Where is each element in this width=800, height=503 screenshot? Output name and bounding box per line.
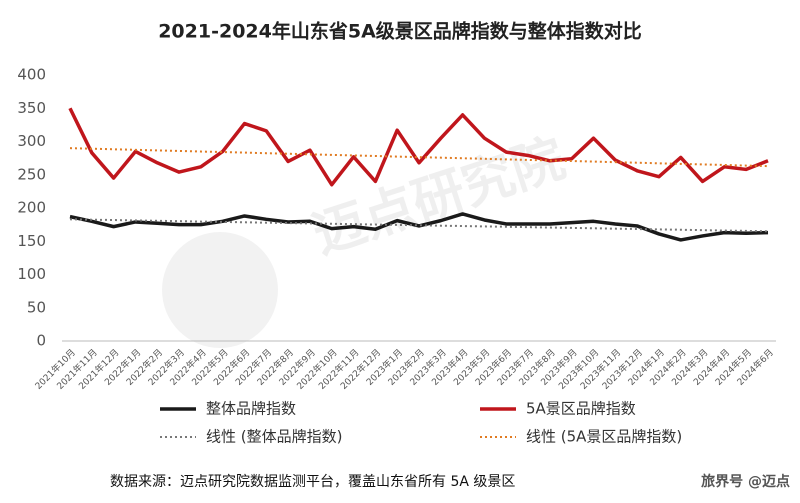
trend-line: [69, 147, 769, 168]
y-tick-label: 100: [17, 265, 46, 283]
y-tick-label: 200: [17, 199, 46, 217]
y-tick-label: 0: [36, 332, 46, 350]
watermark: 迈点研究院: [306, 128, 572, 265]
y-tick-label: 300: [17, 132, 46, 150]
source-note: 数据来源：迈点研究院数据监测平台，覆盖山东省所有 5A 级景区: [110, 474, 515, 490]
legend-label: 线性 (整体品牌指数): [206, 428, 342, 446]
watermark-logo: [162, 232, 278, 348]
brand: 旅界号 @迈点: [701, 473, 790, 490]
series-line: [69, 212, 769, 242]
trend-line: [69, 218, 769, 233]
legend-label: 线性 (5A景区品牌指数): [526, 428, 682, 446]
y-tick-label: 400: [17, 66, 46, 84]
series-line: [68, 107, 769, 187]
y-tick-label: 150: [17, 232, 46, 250]
legend-label: 整体品牌指数: [206, 400, 296, 418]
chart-title: 2021-2024年山东省5A级景区品牌指数与整体指数对比: [158, 20, 642, 43]
y-tick-label: 350: [17, 99, 46, 117]
y-tick-label: 250: [17, 165, 46, 183]
y-tick-label: 50: [27, 298, 46, 316]
legend-label: 5A景区品牌指数: [526, 400, 636, 418]
